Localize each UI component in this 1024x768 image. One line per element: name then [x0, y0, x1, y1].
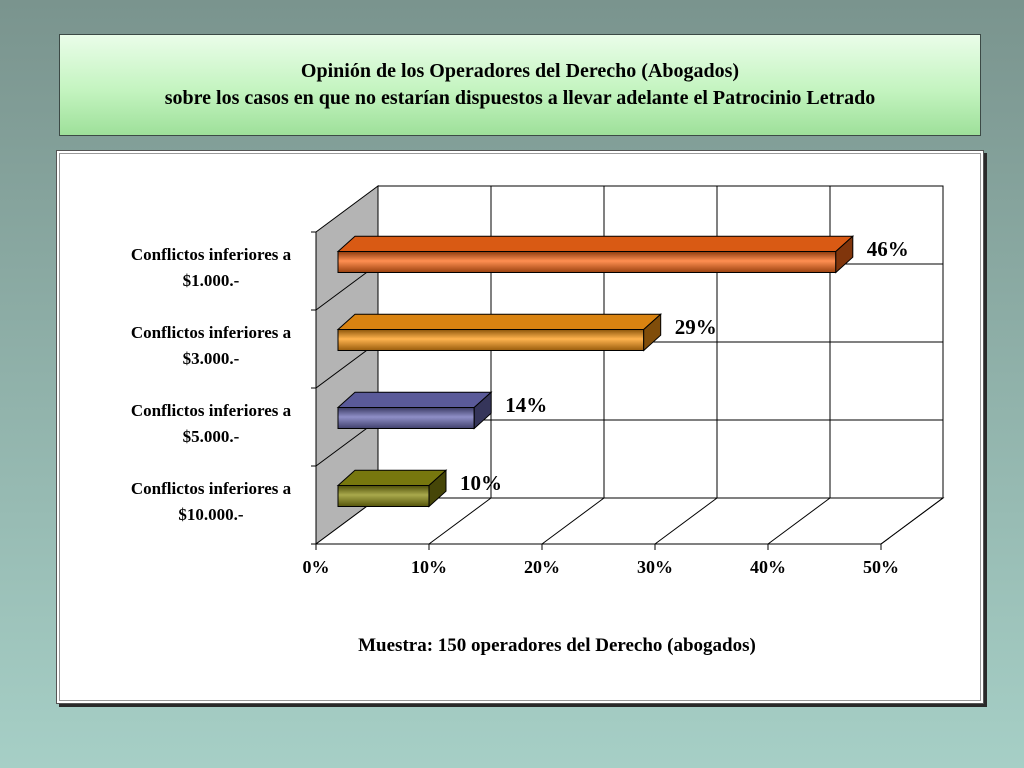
floor-gridline	[654, 497, 718, 545]
bar-value-label: 14%	[505, 393, 547, 417]
bar-top-face	[336, 469, 448, 486]
x-tick-label: 40%	[750, 557, 786, 577]
category-label: Conflictos inferiores a	[131, 401, 292, 420]
floor-gridline	[767, 497, 831, 545]
x-tick-label: 30%	[637, 557, 673, 577]
category-label: Conflictos inferiores a	[131, 479, 292, 498]
bar-top-face	[336, 313, 663, 330]
category-label: $1.000.-	[183, 271, 240, 290]
bar-end-face	[473, 391, 492, 430]
floor-gridline	[541, 497, 605, 545]
category-label: $10.000.-	[178, 505, 244, 524]
category-label: Conflictos inferiores a	[131, 323, 292, 342]
x-tick-label: 20%	[524, 557, 560, 577]
bar-end-face	[428, 469, 447, 508]
category-label: Conflictos inferiores a	[131, 245, 292, 264]
bar-end-face	[835, 235, 854, 274]
bar-front-face	[337, 251, 837, 273]
x-tick-label: 0%	[303, 557, 330, 577]
sample-note: Muestra: 150 operadores del Derecho (abo…	[358, 635, 756, 656]
bar-front-face	[337, 329, 645, 351]
bar-value-label: 46%	[867, 237, 909, 261]
slide-title-line-1: Opinión de los Operadores del Derecho (A…	[300, 60, 740, 82]
slide-title-line-2: sobre los casos en que no estarían dispu…	[164, 87, 876, 109]
chart-panel-inner-border	[59, 153, 981, 701]
bar-top-face	[336, 391, 493, 408]
bar-end-face	[643, 313, 662, 352]
floor-gridline	[880, 497, 944, 545]
bar	[336, 235, 855, 274]
slide-title-banner: Opinión de los Operadores del Derecho (A…	[59, 34, 981, 136]
bar-front-face	[337, 407, 475, 429]
floor-gridline	[428, 497, 492, 545]
bar	[336, 391, 493, 430]
x-tick-label: 10%	[411, 557, 447, 577]
category-label: $5.000.-	[183, 427, 240, 446]
bar-value-label: 10%	[460, 471, 502, 495]
bar-top-face	[336, 235, 855, 252]
bar-front-face	[337, 485, 430, 507]
bar	[336, 469, 448, 508]
bar-value-label: 29%	[675, 315, 717, 339]
category-label: $3.000.-	[183, 349, 240, 368]
x-tick-label: 50%	[863, 557, 899, 577]
bar	[336, 313, 663, 352]
